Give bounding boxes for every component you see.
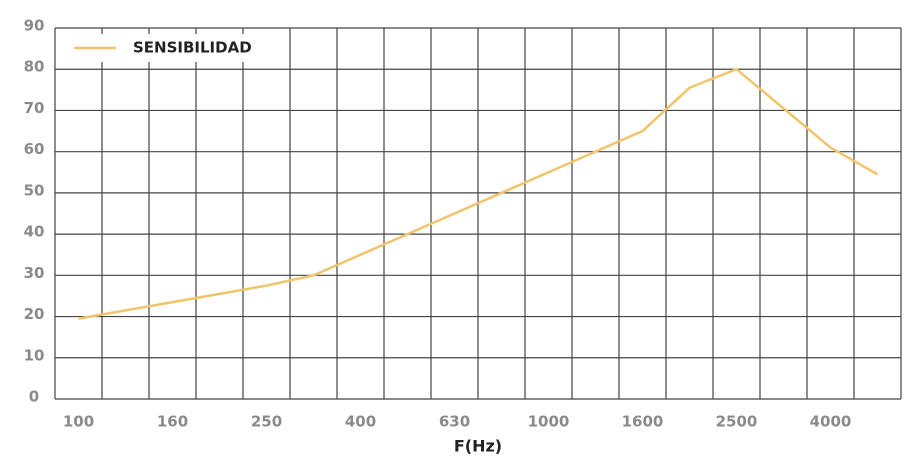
x-tick-label: 250: [251, 413, 282, 431]
x-tick-label: 630: [439, 413, 470, 431]
legend-label: SENSIBILIDAD: [133, 39, 252, 57]
y-tick-label: 0: [29, 388, 39, 406]
y-tick-label: 50: [24, 181, 45, 199]
y-tick-label: 90: [24, 17, 45, 35]
x-tick-label: 160: [157, 413, 188, 431]
y-tick-label: 60: [24, 140, 45, 158]
x-axis-title: F(Hz): [454, 437, 502, 456]
x-tick-label: 100: [63, 413, 94, 431]
data-line: [78, 67, 879, 320]
y-tick-label: 70: [24, 99, 45, 117]
x-tick-label: 1600: [622, 413, 664, 431]
y-tick-label: 40: [24, 223, 45, 241]
x-tick-label: 400: [345, 413, 376, 431]
y-tick-label: 20: [24, 305, 45, 323]
x-tick-label: 4000: [810, 413, 852, 431]
y-tick-label: 80: [24, 58, 45, 76]
x-tick-label: 1000: [528, 413, 570, 431]
y-tick-label: 30: [24, 264, 45, 282]
x-tick-label: 2500: [716, 413, 758, 431]
y-tick-label: 10: [24, 346, 45, 364]
